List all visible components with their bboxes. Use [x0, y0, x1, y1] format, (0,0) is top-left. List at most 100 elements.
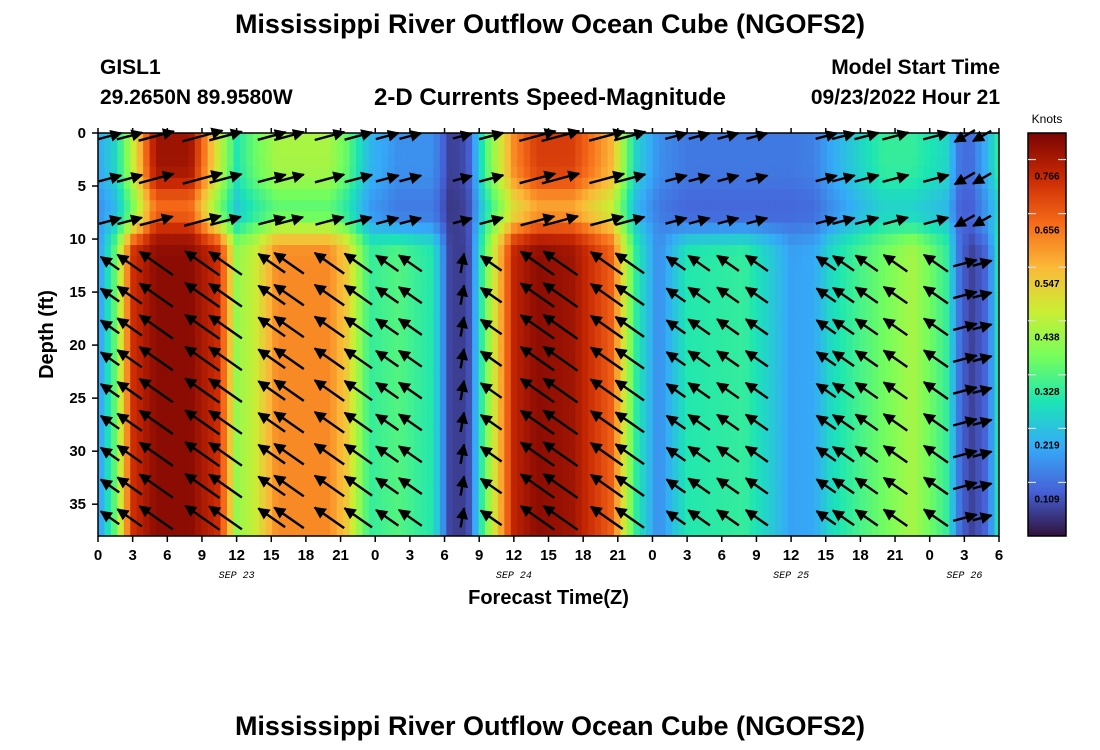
heatmap-cell: [975, 357, 983, 369]
heatmap-cell: [297, 256, 305, 268]
heatmap-cell: [607, 401, 615, 414]
heatmap-cell: [601, 502, 609, 515]
heatmap-cell: [994, 133, 999, 145]
heatmap-cell: [291, 245, 299, 257]
heatmap-cell: [607, 245, 615, 257]
heatmap-cell: [517, 233, 525, 246]
heatmap-cell: [439, 334, 447, 347]
heatmap-cell: [717, 189, 725, 201]
heatmap-cell: [717, 357, 725, 369]
heatmap-cell: [594, 424, 602, 436]
heatmap-cell: [601, 401, 609, 414]
heatmap-cell: [684, 480, 692, 492]
heatmap-cell: [762, 446, 770, 459]
heatmap-cell: [555, 379, 563, 392]
heatmap-cell: [110, 379, 118, 392]
heatmap-cell: [646, 166, 654, 179]
heatmap-cell: [588, 233, 596, 246]
heatmap-cell: [156, 435, 164, 448]
heatmap-cell: [349, 200, 357, 212]
heatmap-cell: [801, 222, 809, 235]
heatmap-cell: [568, 222, 576, 235]
heatmap-cell: [788, 368, 796, 380]
heatmap-cell: [433, 357, 441, 369]
heatmap-cell: [962, 435, 970, 448]
heatmap-cell: [691, 502, 699, 515]
heatmap-cell: [175, 502, 183, 515]
heatmap-cell: [614, 401, 622, 414]
heatmap-cell: [626, 177, 634, 190]
heatmap-cell: [356, 491, 364, 504]
heatmap-cell: [601, 245, 609, 257]
heatmap-cell: [942, 155, 950, 168]
heatmap-cell: [807, 200, 815, 212]
heatmap-cell: [930, 155, 938, 168]
heatmap-cell: [897, 211, 905, 224]
heatmap-cell: [975, 166, 983, 179]
heatmap-cell: [891, 245, 899, 257]
heatmap-cell: [407, 144, 415, 156]
heatmap-cell: [104, 133, 112, 145]
heatmap-cell: [194, 323, 202, 336]
heatmap-cell: [220, 233, 228, 246]
heatmap-cell: [117, 267, 125, 280]
heatmap-cell: [942, 301, 950, 313]
heatmap-cell: [207, 323, 215, 336]
heatmap-cell: [794, 357, 802, 369]
heatmap-cell: [220, 245, 228, 257]
heatmap-cell: [523, 513, 531, 526]
heatmap-cell: [227, 424, 235, 436]
heatmap-cell: [459, 424, 467, 436]
heatmap-cell: [149, 513, 157, 526]
heatmap-cell: [504, 379, 512, 392]
heatmap-cell: [201, 334, 209, 347]
heatmap-cell: [504, 424, 512, 436]
heatmap-cell: [497, 502, 505, 515]
heatmap-cell: [110, 502, 118, 515]
heatmap-cell: [472, 323, 480, 336]
heatmap-cell: [181, 301, 189, 313]
heatmap-cell: [962, 312, 970, 324]
heatmap-cell: [523, 222, 531, 235]
heatmap-cell: [659, 480, 667, 492]
heatmap-cell: [607, 278, 615, 291]
heatmap-cell: [994, 334, 999, 347]
heatmap-cell: [478, 525, 486, 536]
heatmap-cell: [310, 267, 318, 280]
heatmap-cell: [826, 368, 834, 380]
heatmap-cell: [336, 222, 344, 235]
heatmap-cell: [426, 256, 434, 268]
heatmap-cell: [130, 334, 138, 347]
heatmap-cell: [349, 301, 357, 313]
heatmap-cell: [394, 222, 402, 235]
heatmap-cell: [407, 155, 415, 168]
heatmap-cell: [846, 368, 854, 380]
heatmap-cell: [439, 469, 447, 481]
heatmap-cell: [691, 334, 699, 347]
heatmap-cell: [536, 267, 544, 280]
heatmap-cell: [620, 177, 628, 190]
heatmap-cell: [523, 211, 531, 224]
heatmap-cell: [136, 301, 144, 313]
heatmap-cell: [781, 401, 789, 414]
heatmap-cell: [536, 379, 544, 392]
heatmap-cell: [743, 469, 751, 481]
heatmap-cell: [368, 435, 376, 448]
heatmap-cell: [743, 480, 751, 492]
heatmap-cell: [807, 256, 815, 268]
heatmap-cell: [904, 457, 912, 470]
heatmap-cell: [233, 525, 241, 536]
heatmap-cell: [665, 189, 673, 201]
heatmap-cell: [426, 345, 434, 358]
heatmap-cell: [414, 334, 422, 347]
heatmap-cell: [452, 480, 460, 492]
heatmap-cell: [910, 289, 918, 302]
heatmap-cell: [962, 491, 970, 504]
heatmap-cell: [942, 189, 950, 201]
heatmap-cell: [975, 256, 983, 268]
heatmap-cell: [523, 480, 531, 492]
heatmap-cell: [639, 345, 647, 358]
heatmap-cell: [588, 200, 596, 212]
heatmap-cell: [485, 245, 493, 257]
heatmap-cell: [497, 177, 505, 190]
